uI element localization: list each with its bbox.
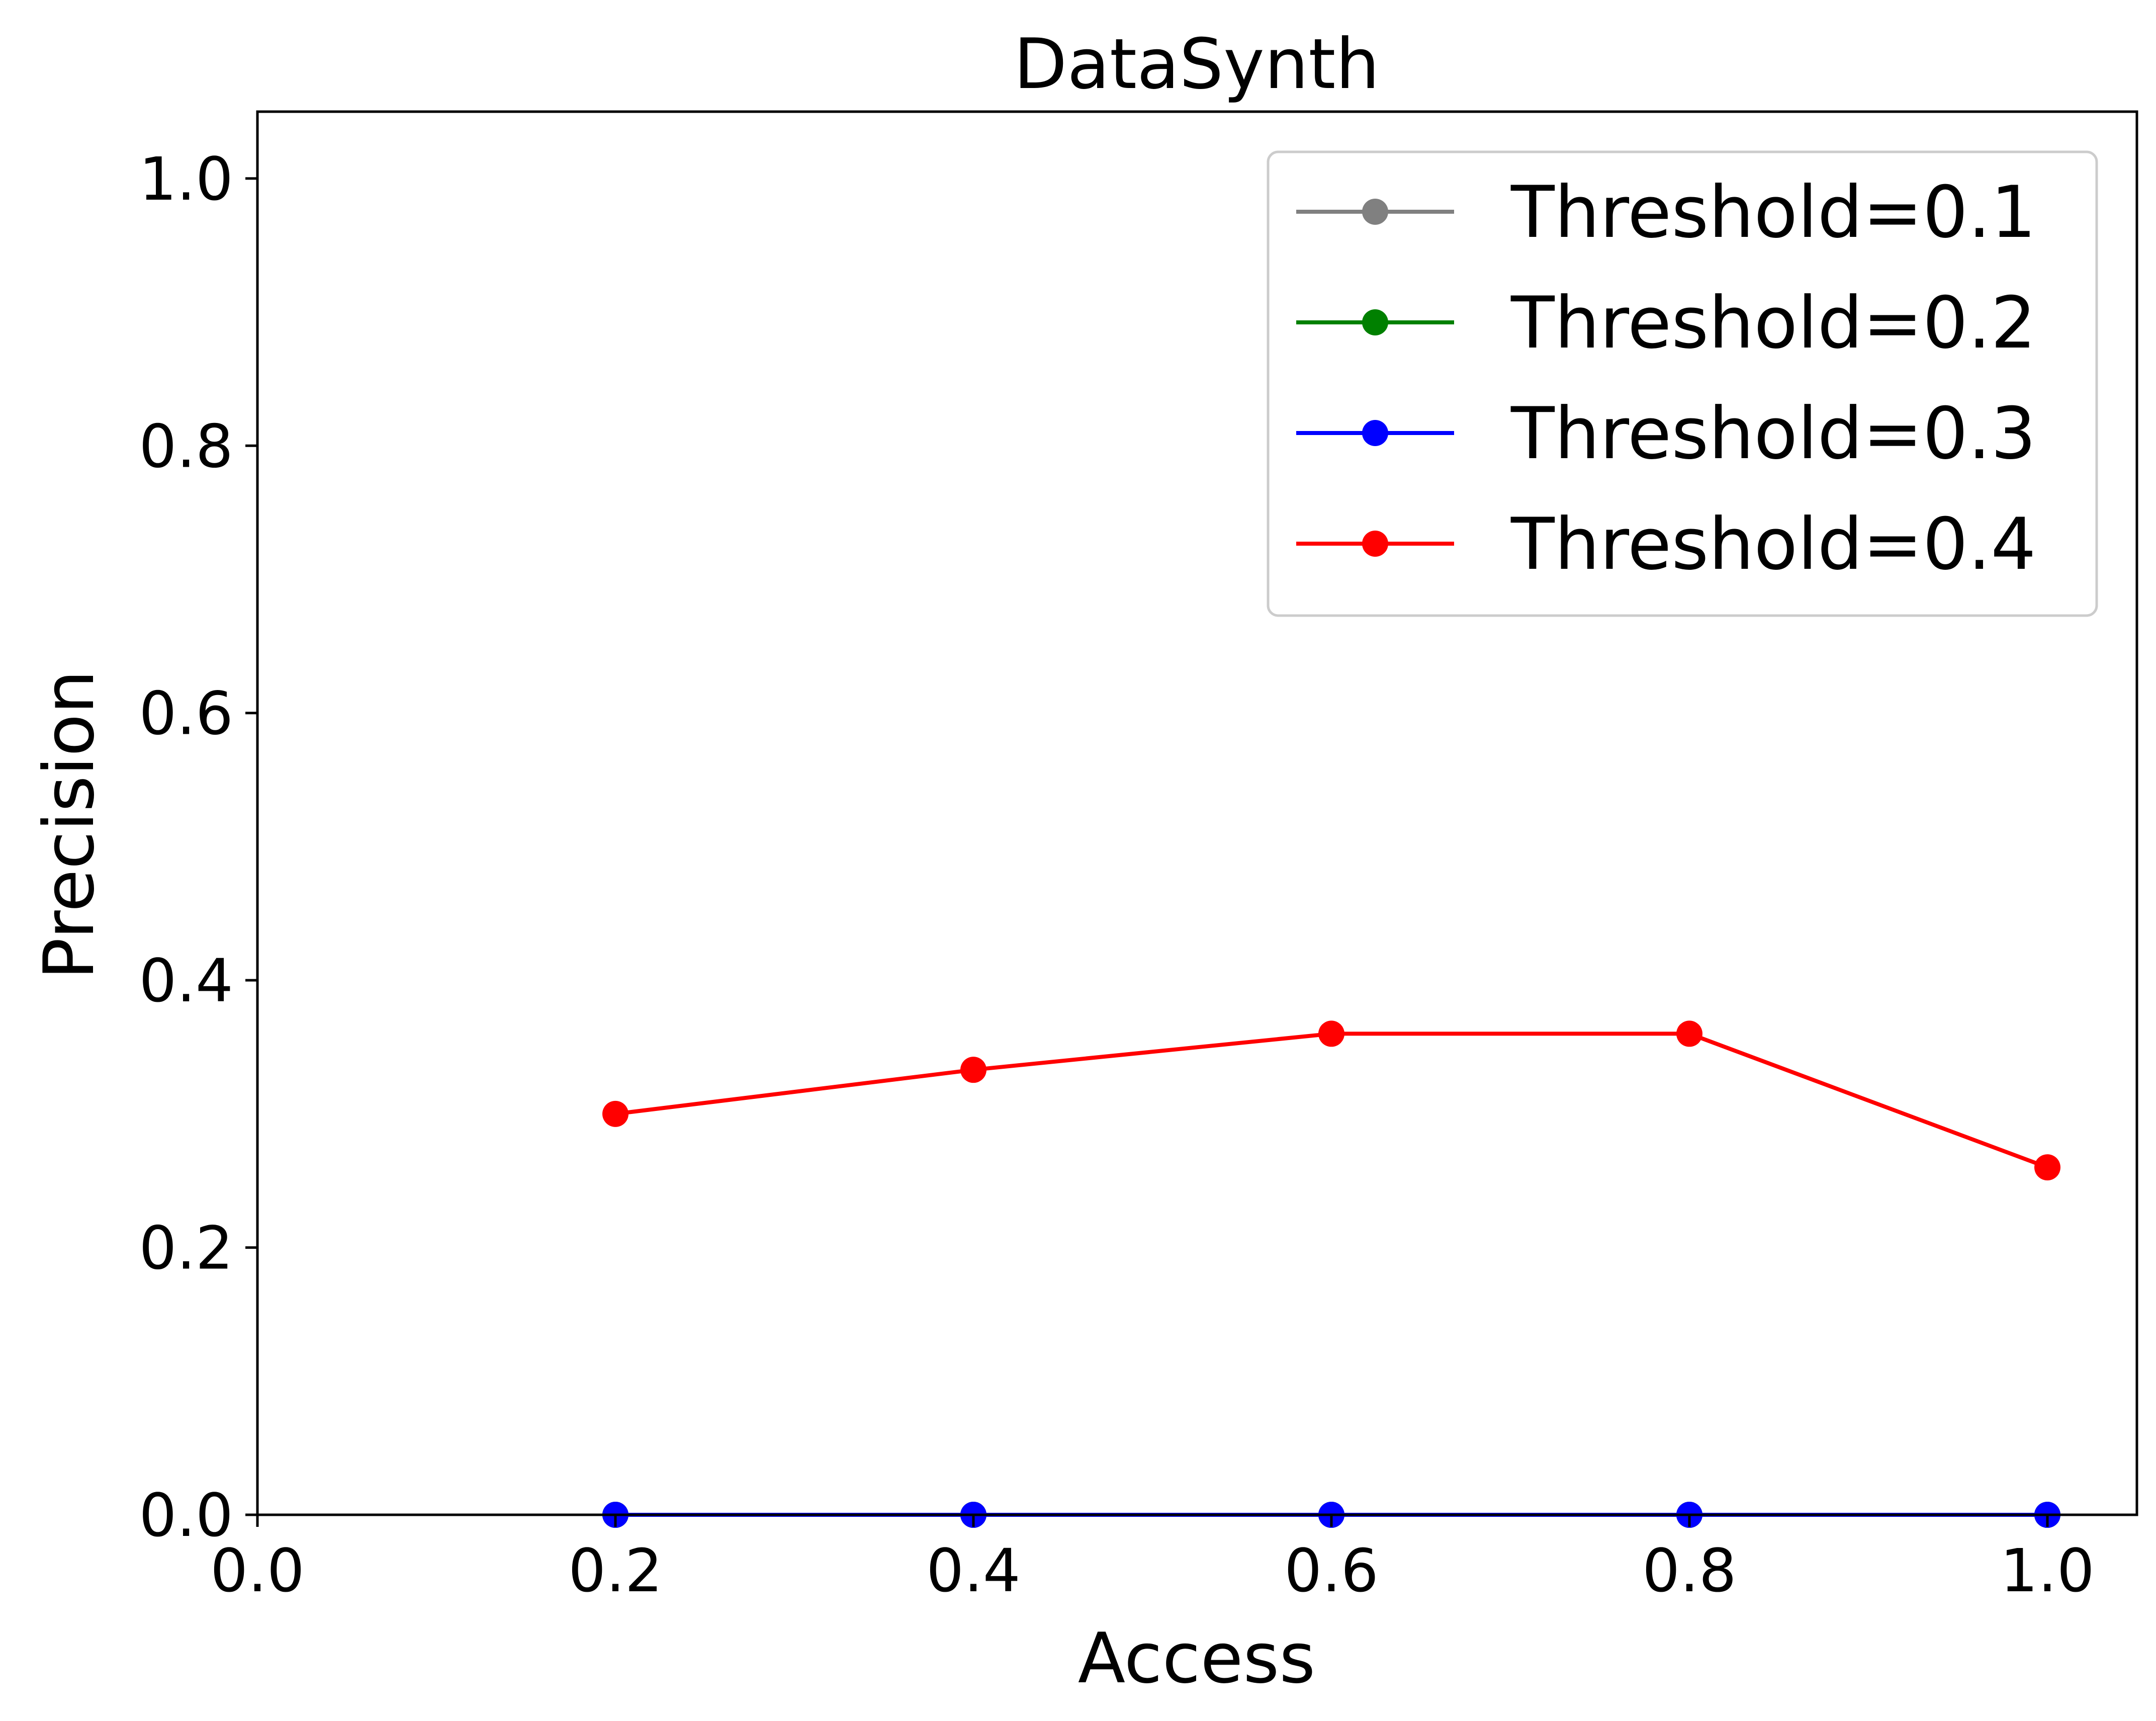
legend-label: Threshold=0.4: [1510, 503, 2036, 586]
y-tick-label: 0.0: [139, 1481, 233, 1550]
data-point: [602, 1100, 628, 1127]
x-axis: 0.0 0.2 0.4 0.6 0.8 1.0: [210, 1515, 2095, 1605]
y-tick-label: 0.4: [139, 946, 233, 1015]
y-tick-label: 1.0: [139, 144, 233, 214]
x-tick-label: 0.4: [926, 1536, 1021, 1605]
y-axis-label: Precision: [29, 670, 110, 980]
legend-label: Threshold=0.2: [1510, 282, 2036, 365]
data-point: [1676, 1020, 1702, 1047]
x-tick-label: 1.0: [2000, 1536, 2095, 1605]
y-tick-label: 0.6: [139, 679, 233, 748]
x-axis-label: Access: [1078, 1618, 1315, 1699]
legend-item: Threshold=0.1: [1296, 171, 2036, 254]
legend-item: Threshold=0.2: [1296, 282, 2036, 365]
y-axis: 0.0 0.2 0.4 0.6 0.8 1.0: [139, 144, 257, 1550]
x-tick-label: 0.8: [1642, 1536, 1737, 1605]
legend-swatch-marker: [1362, 199, 1388, 225]
legend-box: [1267, 150, 2098, 617]
data-point: [1318, 1020, 1344, 1047]
data-point: [2034, 1154, 2060, 1181]
legend-swatch-marker: [1362, 531, 1388, 557]
chart-title: DataSynth: [1014, 24, 1380, 105]
series-Threshold=0.4: [602, 1020, 2060, 1181]
x-tick-label: 0.0: [210, 1536, 305, 1605]
legend-swatch-marker: [1362, 309, 1388, 335]
legend-item: Threshold=0.3: [1296, 392, 2036, 475]
y-tick-label: 0.8: [139, 411, 233, 481]
y-tick-label: 0.2: [139, 1214, 233, 1283]
plot-frame: [256, 110, 2138, 1516]
legend-item: Threshold=0.4: [1296, 503, 2036, 586]
legend-label: Threshold=0.1: [1510, 171, 2036, 254]
legend-swatch-marker: [1362, 420, 1388, 446]
x-tick-label: 0.6: [1284, 1536, 1379, 1605]
legend-label: Threshold=0.3: [1510, 392, 2036, 475]
legend: Threshold=0.1 Threshold=0.2 Threshold=0.3 T…: [1267, 150, 2098, 617]
x-tick-label: 0.2: [568, 1536, 663, 1605]
data-point: [960, 1057, 986, 1083]
